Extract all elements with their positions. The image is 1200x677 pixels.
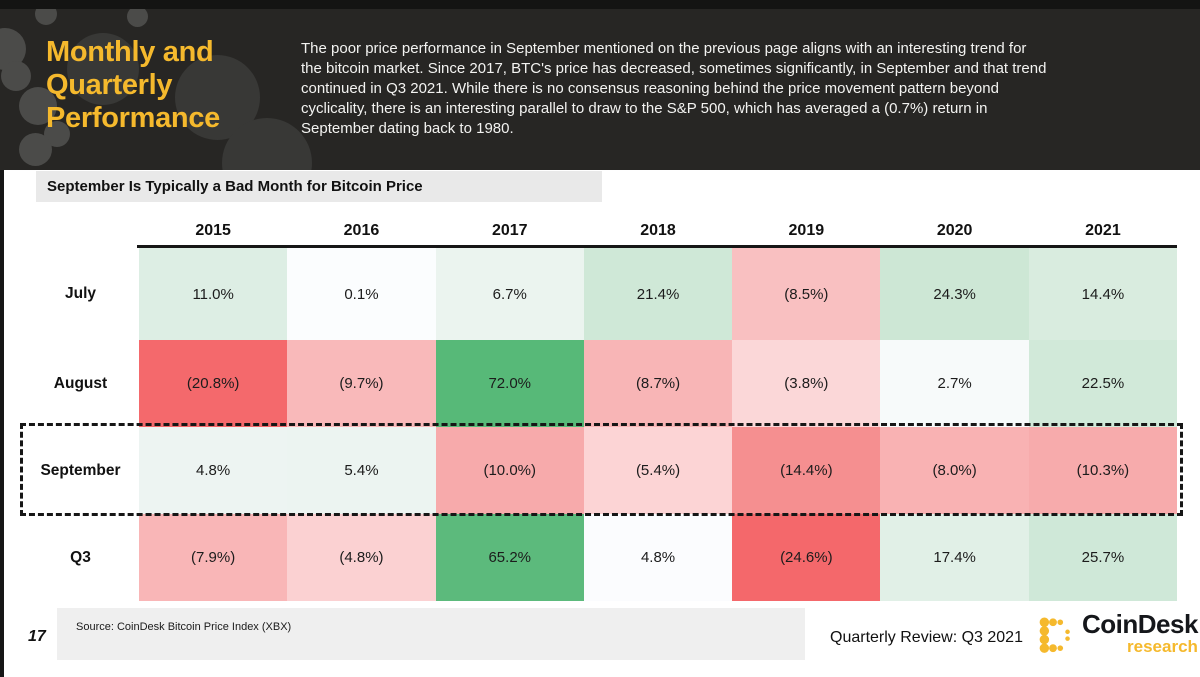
cell-september-2017: (10.0%) — [435, 427, 584, 514]
cell-q3-2018: 4.8% — [583, 514, 733, 601]
coindesk-dots-icon — [1039, 617, 1070, 653]
cell-july-2015: 11.0% — [139, 248, 288, 340]
header-top-strip — [0, 0, 1200, 9]
row-label-september: September — [22, 427, 139, 514]
logo-text: CoinDesk research — [1082, 611, 1198, 656]
cell-july-2016: 0.1% — [287, 248, 436, 340]
cell-august-2015: (20.8%) — [139, 340, 288, 427]
cell-july-2017: 6.7% — [435, 248, 584, 340]
section-title-banner: September Is Typically a Bad Month for B… — [36, 171, 602, 202]
cell-q3-2017: 65.2% — [435, 514, 584, 601]
page-number: 17 — [28, 628, 46, 645]
decorative-blob — [19, 87, 57, 125]
decorative-blob — [1, 61, 31, 91]
cell-september-2016: 5.4% — [287, 427, 436, 514]
cell-august-2020: 2.7% — [880, 340, 1029, 427]
year-header-row: 2015 2016 2017 2018 2019 2020 2021 — [139, 221, 1177, 241]
heatmap-grid: July 11.0% 0.1% 6.7% 21.4% (8.5%) 24.3% 14.4% Au… — [22, 248, 1178, 601]
decorative-blob — [67, 33, 139, 105]
cell-q3-2021: 25.7% — [1028, 514, 1178, 601]
table-top-border — [139, 245, 1177, 248]
cell-july-2018: 21.4% — [583, 248, 733, 340]
cell-q3-2019: (24.6%) — [732, 514, 881, 601]
cell-september-2018: (5.4%) — [583, 427, 733, 514]
source-bar: Source: CoinDesk Bitcoin Price Index (XB… — [57, 608, 805, 660]
row-label-q3: Q3 — [22, 514, 139, 601]
page-title: Monthly and Quarterly Performance — [46, 36, 220, 134]
cell-september-2015: 4.8% — [139, 427, 288, 514]
logo-wordmark: CoinDesk — [1082, 609, 1198, 639]
cell-august-2017: 72.0% — [435, 340, 584, 427]
cell-august-2016: (9.7%) — [287, 340, 436, 427]
cell-september-2021: (10.3%) — [1028, 427, 1178, 514]
cell-august-2018: (8.7%) — [583, 340, 733, 427]
coindesk-logo: CoinDesk research — [1038, 611, 1198, 656]
cell-q3-2020: 17.4% — [880, 514, 1029, 601]
cell-september-2019: (14.4%) — [732, 427, 881, 514]
section-title: September Is Typically a Bad Month for B… — [47, 178, 423, 195]
row-label-august: August — [22, 340, 139, 427]
cell-september-2020: (8.0%) — [880, 427, 1029, 514]
intro-paragraph: The poor price performance in September … — [301, 40, 1047, 137]
review-label: Quarterly Review: Q3 2021 — [830, 629, 1023, 646]
header: Monthly and Quarterly Performance The po… — [0, 0, 1200, 170]
cell-q3-2016: (4.8%) — [287, 514, 436, 601]
cell-august-2019: (3.8%) — [732, 340, 881, 427]
logo-research-label: research — [1127, 637, 1198, 656]
year-header-2021: 2021 — [1085, 222, 1121, 239]
decorative-blob — [19, 133, 52, 166]
page-left-border — [0, 0, 4, 677]
year-header-2017: 2017 — [491, 222, 528, 239]
row-label-july: July — [22, 248, 139, 340]
decorative-blob — [127, 6, 148, 27]
cell-july-2019: (8.5%) — [732, 248, 881, 340]
year-header-2018: 2018 — [640, 222, 676, 239]
year-header-2019: 2019 — [788, 222, 825, 239]
cell-july-2020: 24.3% — [880, 248, 1029, 340]
source-text: Source: CoinDesk Bitcoin Price Index (XB… — [76, 621, 292, 633]
cell-august-2021: 22.5% — [1028, 340, 1178, 427]
cell-july-2021: 14.4% — [1028, 248, 1178, 340]
year-header-2016: 2016 — [343, 222, 380, 239]
year-header-2020: 2020 — [936, 222, 973, 239]
cell-q3-2015: (7.9%) — [139, 514, 288, 601]
year-header-2015: 2015 — [195, 222, 231, 239]
